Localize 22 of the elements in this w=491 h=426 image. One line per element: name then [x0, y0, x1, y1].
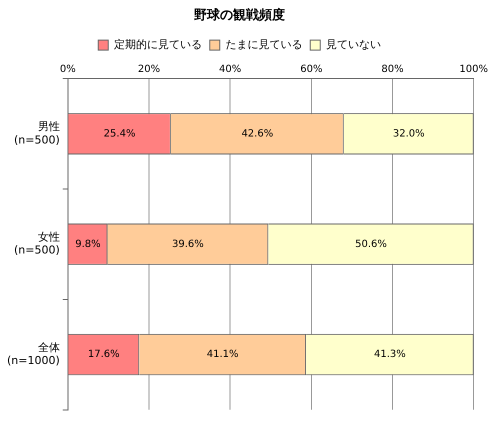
legend-label: たまに見ている [225, 38, 302, 51]
y-tick-label: 全体 (n=1000) [7, 340, 60, 368]
x-tick-label: 20% [138, 64, 160, 76]
x-tick-label: 0% [60, 64, 76, 76]
x-tick-label: 80% [381, 64, 404, 76]
y-tick-label: 女性 (n=500) [14, 230, 60, 257]
data-label: 25.4% [104, 128, 136, 140]
legend-label: 見ていない [326, 38, 381, 51]
data-label: 39.6% [172, 238, 204, 250]
legend-label: 定期的に見ている [114, 38, 202, 51]
data-label: 17.6% [88, 349, 120, 360]
data-label: 42.6% [241, 128, 274, 140]
x-tick-label: 100% [459, 64, 488, 76]
data-label: 50.6% [355, 238, 387, 250]
x-tick-label: 60% [300, 64, 322, 76]
data-label: 9.8% [75, 238, 101, 250]
data-label: 41.3% [374, 349, 406, 360]
x-tick-label: 40% [219, 64, 242, 76]
chart-title: 野球の観戦頻度 [194, 7, 285, 24]
y-tick-label: 男性 (n=500) [14, 120, 60, 146]
data-label: 32.0% [392, 128, 425, 140]
data-label: 41.1% [206, 349, 239, 360]
